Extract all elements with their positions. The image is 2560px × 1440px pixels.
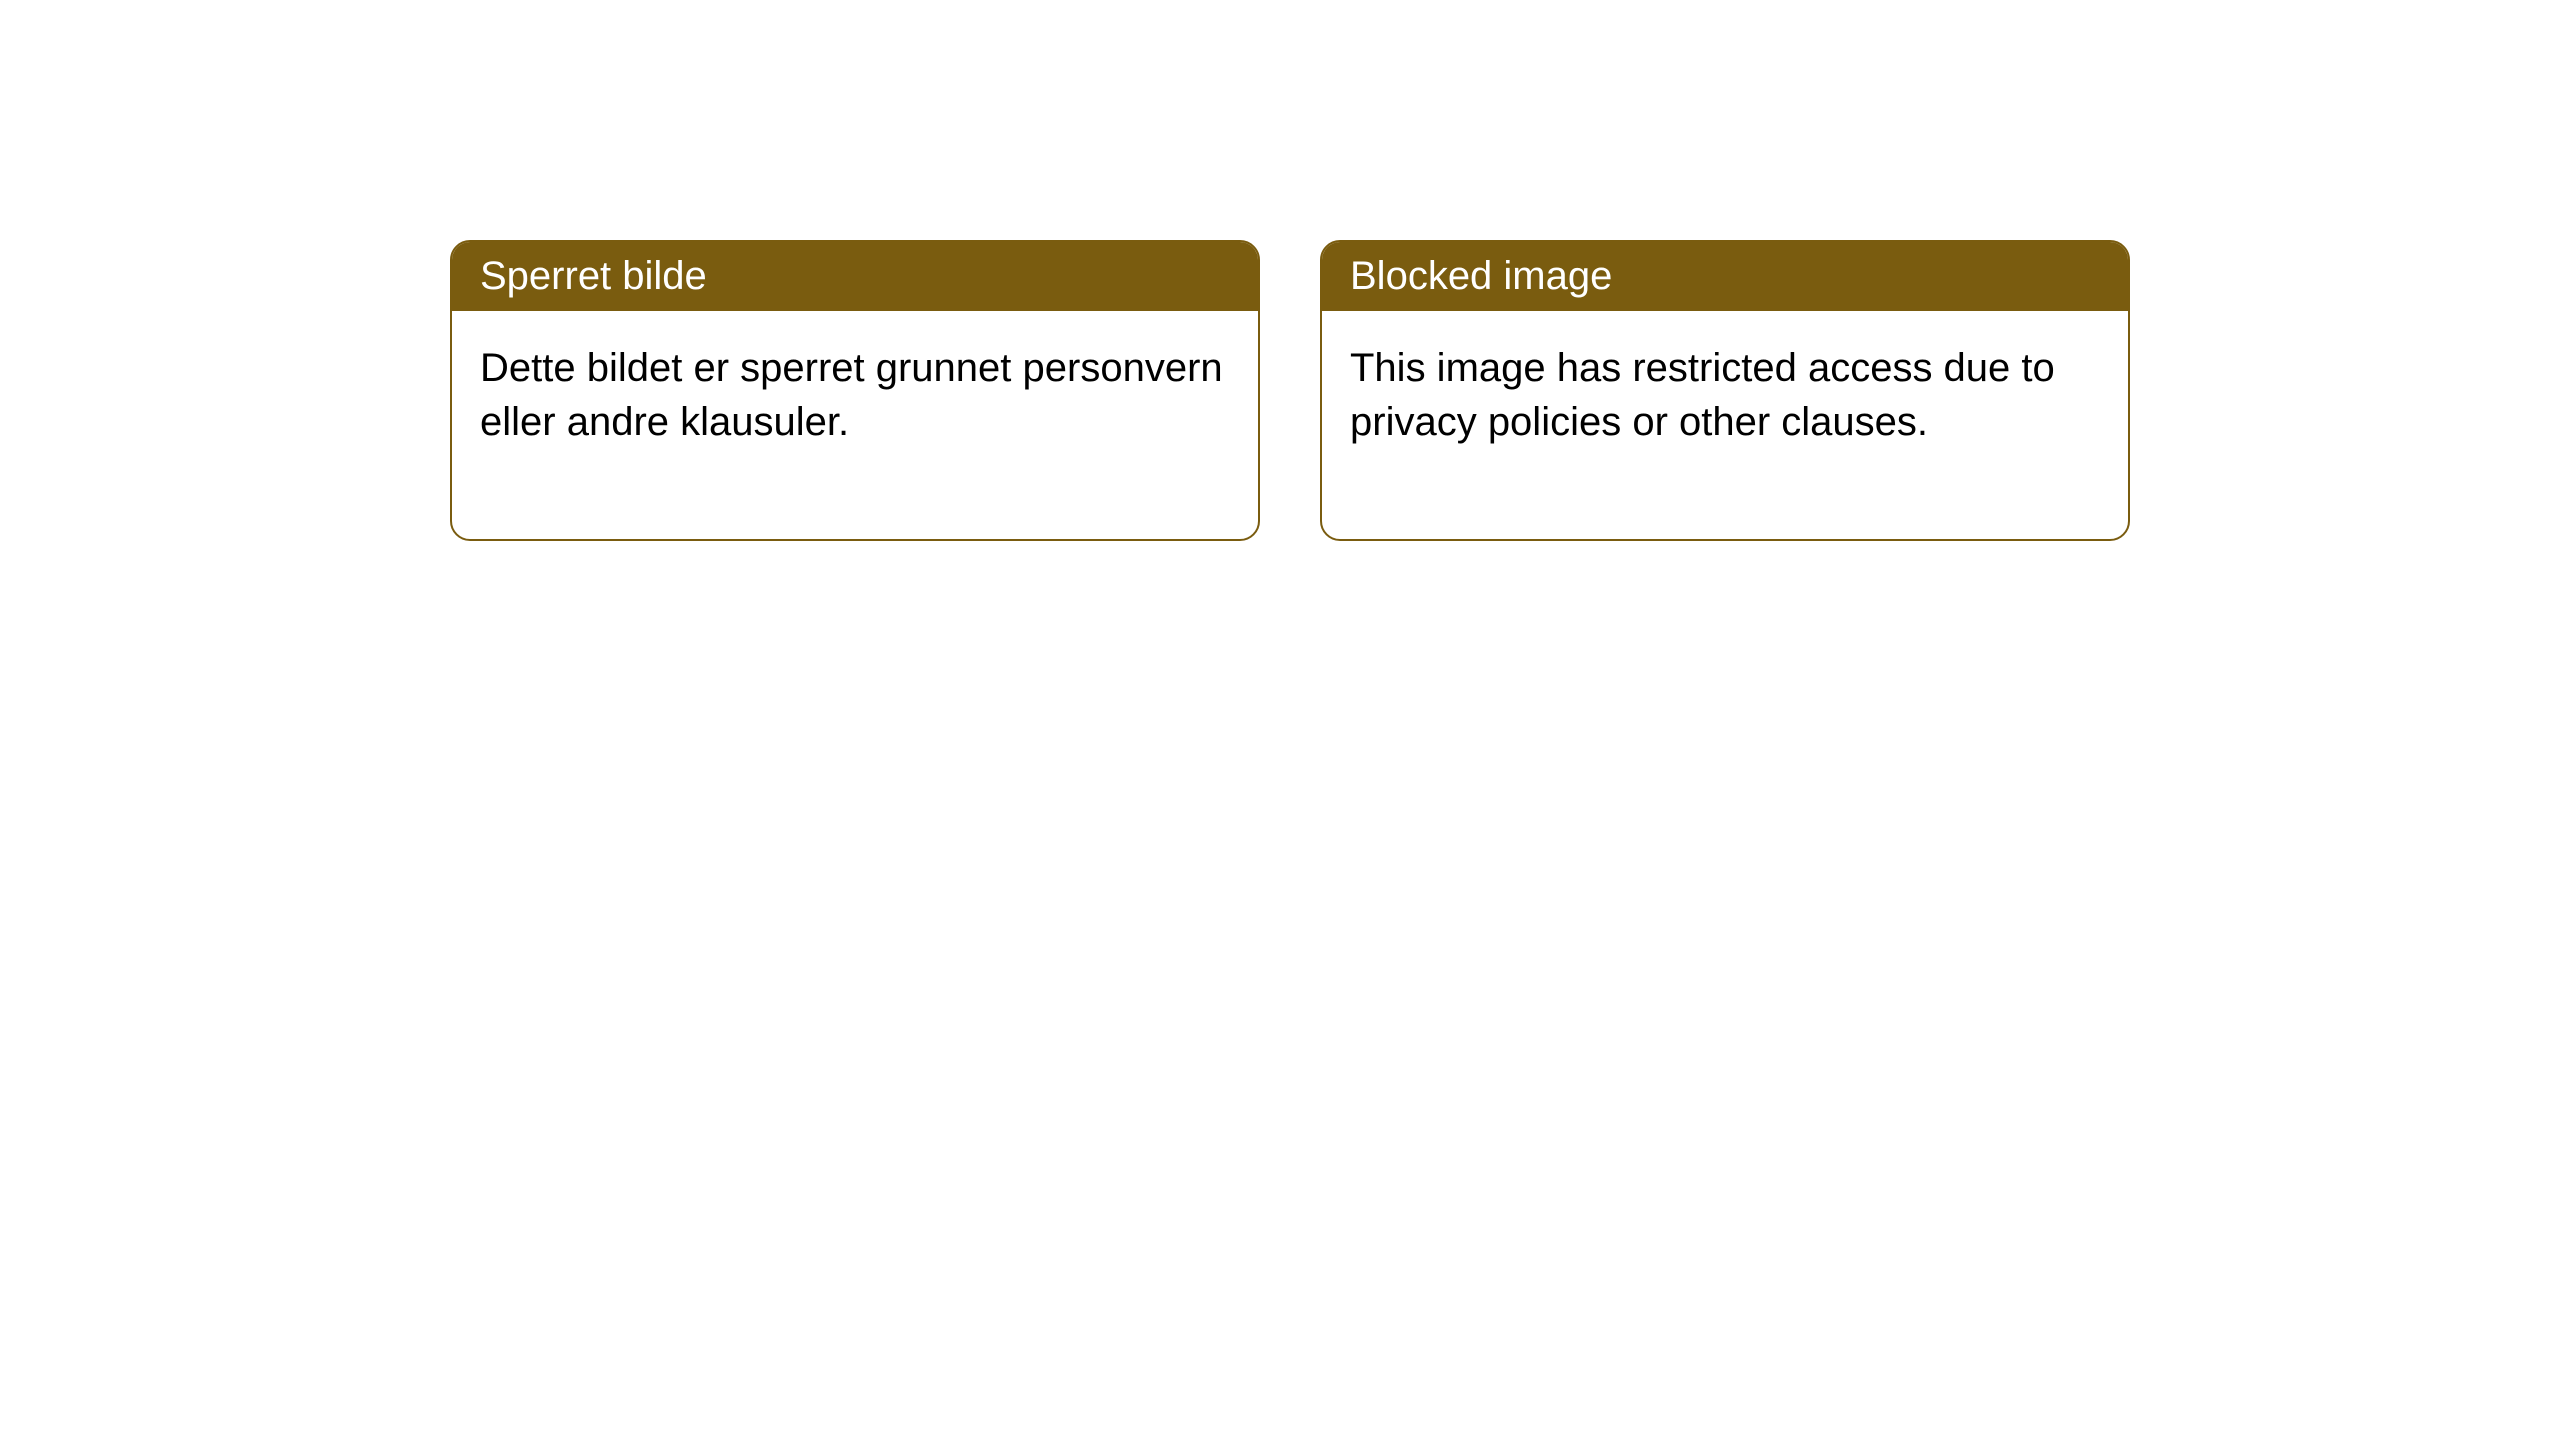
notice-header-no: Sperret bilde: [452, 242, 1258, 311]
notice-card-no: Sperret bilde Dette bildet er sperret gr…: [450, 240, 1260, 541]
notice-header-en: Blocked image: [1322, 242, 2128, 311]
notice-body-en: This image has restricted access due to …: [1322, 311, 2128, 539]
notice-container: Sperret bilde Dette bildet er sperret gr…: [0, 0, 2560, 541]
notice-body-no: Dette bildet er sperret grunnet personve…: [452, 311, 1258, 539]
notice-card-en: Blocked image This image has restricted …: [1320, 240, 2130, 541]
